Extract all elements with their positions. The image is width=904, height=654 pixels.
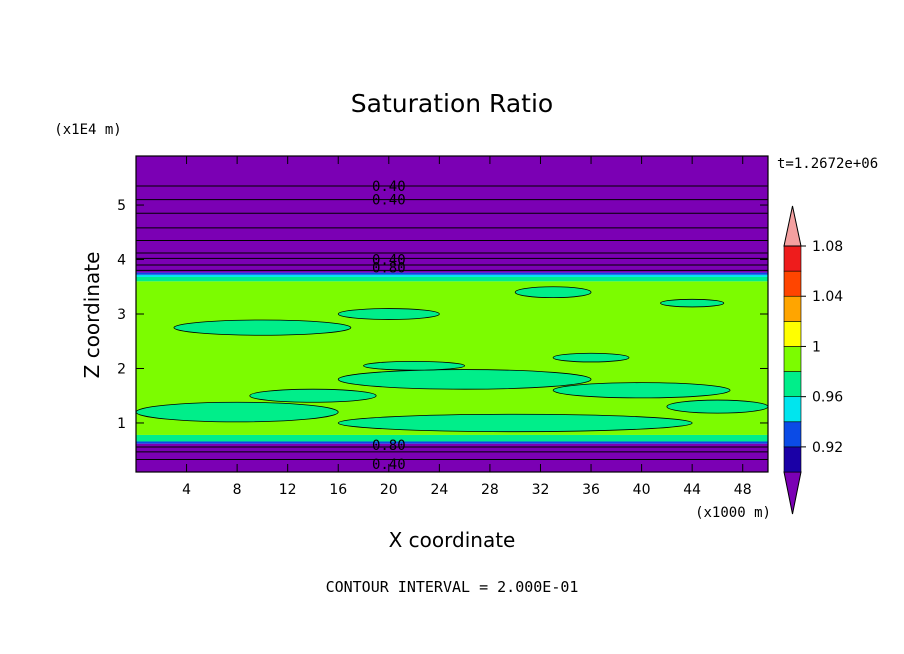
moist-blob-4 [337,369,592,390]
x-tick-label-10: 44 [683,482,701,498]
colorbar-swatch-3 [783,371,802,397]
x-tick-label-6: 28 [481,482,499,498]
moist-blob-10 [552,352,630,363]
moist-blob-11 [363,360,466,371]
x-tick-label-1: 8 [233,482,242,498]
x-tick-label-5: 24 [430,482,448,498]
field-band-4 [136,276,768,282]
contour-label-4: 0.80 [372,438,406,454]
colorbar: 0.92 0.96 1 1.04 1.08 [783,205,843,515]
y-tick-label-4: 5 [117,198,126,214]
contour-label-2: 0.40 [372,253,406,269]
field-band-0 [136,443,768,472]
field-band-7 [136,156,768,273]
contour-lines: 0.400.400.400.800.800.40 [136,179,768,473]
x-tick-label-4: 20 [380,482,398,498]
moist-blob-7 [337,413,693,433]
colorbar-swatch-0 [783,446,802,473]
y-unit-label: (x1E4 m) [54,122,121,138]
moist-blob-6 [135,401,339,423]
y-axis-label: Z coordinate [80,252,104,379]
x-unit-label: (x1000 m) [695,505,771,521]
colorbar-swatch-6 [783,295,802,322]
colorbar-under-triangle [783,471,802,515]
field-band-2 [136,434,768,442]
moist-blob-3 [660,298,725,308]
colorbar-label-3: 1.04 [812,289,843,305]
x-tick-label-11: 48 [734,482,752,498]
chart-title: Saturation Ratio [351,89,553,118]
colorbar-swatch-2 [783,396,802,423]
x-tick-label-8: 36 [582,482,600,498]
moist-blob-5 [552,382,731,399]
colorbar-label-0: 0.92 [812,440,843,456]
x-tick-label-9: 40 [633,482,651,498]
moist-blob-0 [173,319,352,336]
colorbar-swatch-1 [783,421,802,448]
colorbar-label-4: 1.08 [812,239,843,255]
moist-blob-2 [514,286,592,299]
x-tick-label-7: 32 [532,482,550,498]
colorbar-swatch-7 [783,270,802,297]
field-band-5 [136,274,768,277]
contour-label-1: 0.40 [372,193,406,209]
field-band-1 [136,441,768,444]
contour-label-3: 0.80 [372,261,406,277]
y-tick-label-2: 3 [117,307,126,323]
x-tick-label-3: 16 [329,482,347,498]
plot-area [135,156,769,472]
colorbar-swatch-8 [783,245,802,272]
colorbar-swatch-5 [783,321,802,347]
y-tick-label-3: 4 [117,253,126,269]
x-axis-label: X coordinate [389,528,516,552]
contour-label-0: 0.40 [372,179,406,195]
moist-blob-9 [249,388,377,403]
colorbar-over-triangle [783,205,802,247]
colorbar-label-2: 1 [812,339,821,355]
moist-blob-8 [666,399,769,414]
x-tick-label-0: 4 [182,482,191,498]
moist-blob-1 [337,308,440,320]
colorbar-label-1: 0.96 [812,390,843,406]
contour-interval-label: CONTOUR INTERVAL = 2.000E-01 [326,578,579,596]
colorbar-swatch-4 [783,346,802,372]
y-tick-label-0: 1 [117,416,126,432]
time-label: t=1.2672e+06 [777,156,878,172]
y-tick-label-1: 2 [117,361,126,377]
x-tick-label-2: 12 [279,482,297,498]
field-band-6 [136,272,768,275]
